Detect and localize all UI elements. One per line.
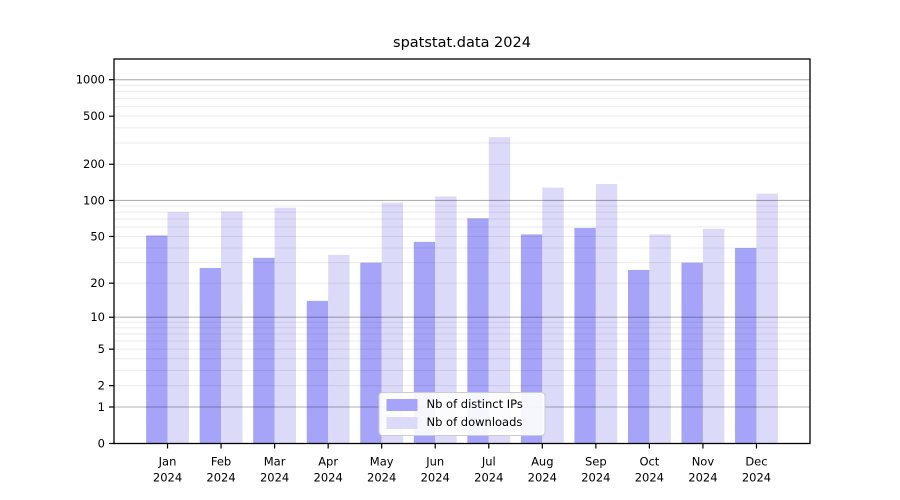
bar-distinct-ips-jan xyxy=(146,235,168,444)
x-tick-label-month: Oct xyxy=(639,455,659,469)
bar-downloads-sep xyxy=(595,184,618,444)
bar-distinct-ips-jul xyxy=(467,218,489,444)
bar-downloads-nov xyxy=(702,228,725,444)
y-tick-label: 2 xyxy=(98,379,105,393)
legend-item-distinct-ips: Nb of distinct IPs xyxy=(386,397,537,413)
x-tick-label-month: Aug xyxy=(531,455,553,469)
x-tick-label-month: Dec xyxy=(745,455,767,469)
bar-distinct-ips-aug xyxy=(520,234,543,444)
y-tick-label: 200 xyxy=(83,157,105,171)
bar-distinct-ips-nov xyxy=(681,262,703,444)
x-tick-label-month: Feb xyxy=(211,455,231,469)
legend-item-downloads: Nb of downloads xyxy=(386,415,537,431)
x-tick-label-month: Sep xyxy=(585,455,607,469)
y-tick-label: 100 xyxy=(83,193,105,207)
bar-distinct-ips-sep xyxy=(574,227,596,444)
y-tick-label: 20 xyxy=(90,276,105,290)
x-tick-label-month: Jul xyxy=(481,455,496,469)
x-tick-label-month: Apr xyxy=(318,455,338,469)
x-tick-label-year: 2024 xyxy=(581,471,610,485)
x-tick-label-year: 2024 xyxy=(635,471,664,485)
x-tick-label-year: 2024 xyxy=(528,471,557,485)
bar-downloads-feb xyxy=(221,211,243,444)
bar-downloads-mar xyxy=(274,207,297,444)
bar-distinct-ips-dec xyxy=(735,247,757,444)
x-tick-label-year: 2024 xyxy=(742,471,771,485)
legend-label-distinct-ips: Nb of distinct IPs xyxy=(426,397,523,412)
bar-downloads-oct xyxy=(649,234,671,444)
y-tick-label: 1000 xyxy=(76,73,105,87)
bar-distinct-ips-feb xyxy=(199,268,222,444)
x-tick-label-month: Mar xyxy=(264,455,286,469)
y-tick-label: 500 xyxy=(83,109,105,123)
x-tick-label-month: Jun xyxy=(425,455,444,469)
bar-distinct-ips-may xyxy=(360,262,382,444)
bar-downloads-apr xyxy=(328,254,350,444)
bar-downloads-may xyxy=(381,202,404,444)
y-tick-label: 50 xyxy=(90,229,105,243)
y-tick-label: 1 xyxy=(98,400,105,414)
x-tick-label-year: 2024 xyxy=(314,471,343,485)
x-tick-label-month: Jan xyxy=(158,455,177,469)
y-tick-label: 5 xyxy=(98,342,105,356)
bar-downloads-jul xyxy=(488,137,511,444)
bar-distinct-ips-apr xyxy=(306,300,329,444)
x-tick-label-year: 2024 xyxy=(421,471,450,485)
x-tick-label-year: 2024 xyxy=(206,471,235,485)
x-tick-label-year: 2024 xyxy=(474,471,503,485)
bar-downloads-aug xyxy=(542,187,564,444)
x-tick-label-year: 2024 xyxy=(688,471,717,485)
chart-title: spatstat.data 2024 xyxy=(393,35,531,51)
x-tick-label-year: 2024 xyxy=(367,471,396,485)
plot-border xyxy=(113,58,811,445)
x-tick-label-year: 2024 xyxy=(153,471,182,485)
bar-downloads-jun xyxy=(435,196,457,444)
legend-swatch-downloads xyxy=(386,417,418,429)
legend-swatch-distinct-ips xyxy=(386,399,418,411)
legend: Nb of distinct IPs Nb of downloads xyxy=(378,392,546,436)
x-tick-label-month: Nov xyxy=(692,455,715,469)
bar-downloads-dec xyxy=(756,193,778,444)
y-tick-label: 10 xyxy=(90,310,105,324)
bar-distinct-ips-oct xyxy=(627,269,650,444)
x-tick-label-month: May xyxy=(370,455,394,469)
x-tick-label-year: 2024 xyxy=(260,471,289,485)
bar-distinct-ips-mar xyxy=(253,257,275,444)
bar-downloads-jan xyxy=(167,212,189,444)
y-tick-label: 0 xyxy=(98,437,105,451)
legend-label-downloads: Nb of downloads xyxy=(426,415,523,430)
